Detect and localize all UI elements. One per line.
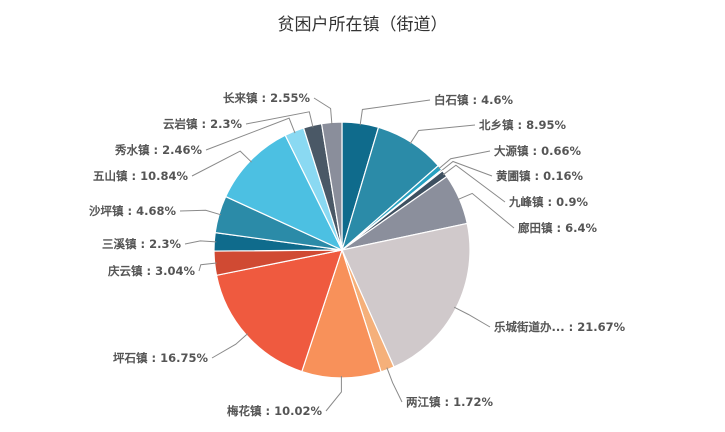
slice-label: 三溪镇 : 2.3% (102, 237, 181, 251)
slice-label: 云岩镇 : 2.3% (163, 117, 242, 131)
leader-line (440, 160, 493, 177)
slice-label: 庆云镇 : 3.04% (107, 264, 195, 278)
slice-label: 五山镇 : 10.84% (93, 169, 188, 183)
slice-label: 梅花镇 : 10.02% (227, 404, 322, 418)
slice-label: 黄圃镇 : 0.16% (496, 169, 583, 183)
leader-line (438, 150, 491, 170)
leader-line (442, 164, 506, 203)
leader-line (386, 367, 403, 403)
slice-label: 秀水镇 : 2.46% (114, 143, 202, 157)
leader-line (453, 306, 491, 328)
slice-label: 长来镇 : 2.55% (223, 91, 310, 105)
slice-label: 白石镇 : 4.6% (434, 93, 513, 107)
leader-line (457, 192, 515, 229)
leader-line (211, 333, 249, 359)
slice-label: 两江镇 : 1.72% (406, 395, 493, 409)
slice-label: 坪石镇 : 16.75% (113, 351, 208, 365)
slice-label: 沙坪镇 : 4.68% (89, 204, 176, 218)
leader-line (313, 97, 333, 125)
leader-line (184, 240, 217, 245)
leader-line (245, 111, 314, 128)
leader-line (205, 117, 296, 151)
slice-label: 廊田镇 : 6.4% (518, 221, 597, 235)
slice-label: 乐城街道办... : 21.67% (494, 320, 626, 334)
slice-label: 九峰镇 : 0.9% (508, 195, 588, 209)
slice-label: 大源镇 : 0.66% (494, 144, 581, 158)
slice-label: 北乡镇 : 8.95% (479, 118, 566, 132)
leader-line (179, 209, 222, 216)
leader-line (359, 99, 431, 126)
leader-line (325, 376, 342, 412)
leader-line (191, 150, 252, 177)
leader-line (198, 262, 217, 272)
chart-title: 贫困户所在镇（街道） (277, 15, 448, 35)
leader-line (409, 124, 476, 145)
